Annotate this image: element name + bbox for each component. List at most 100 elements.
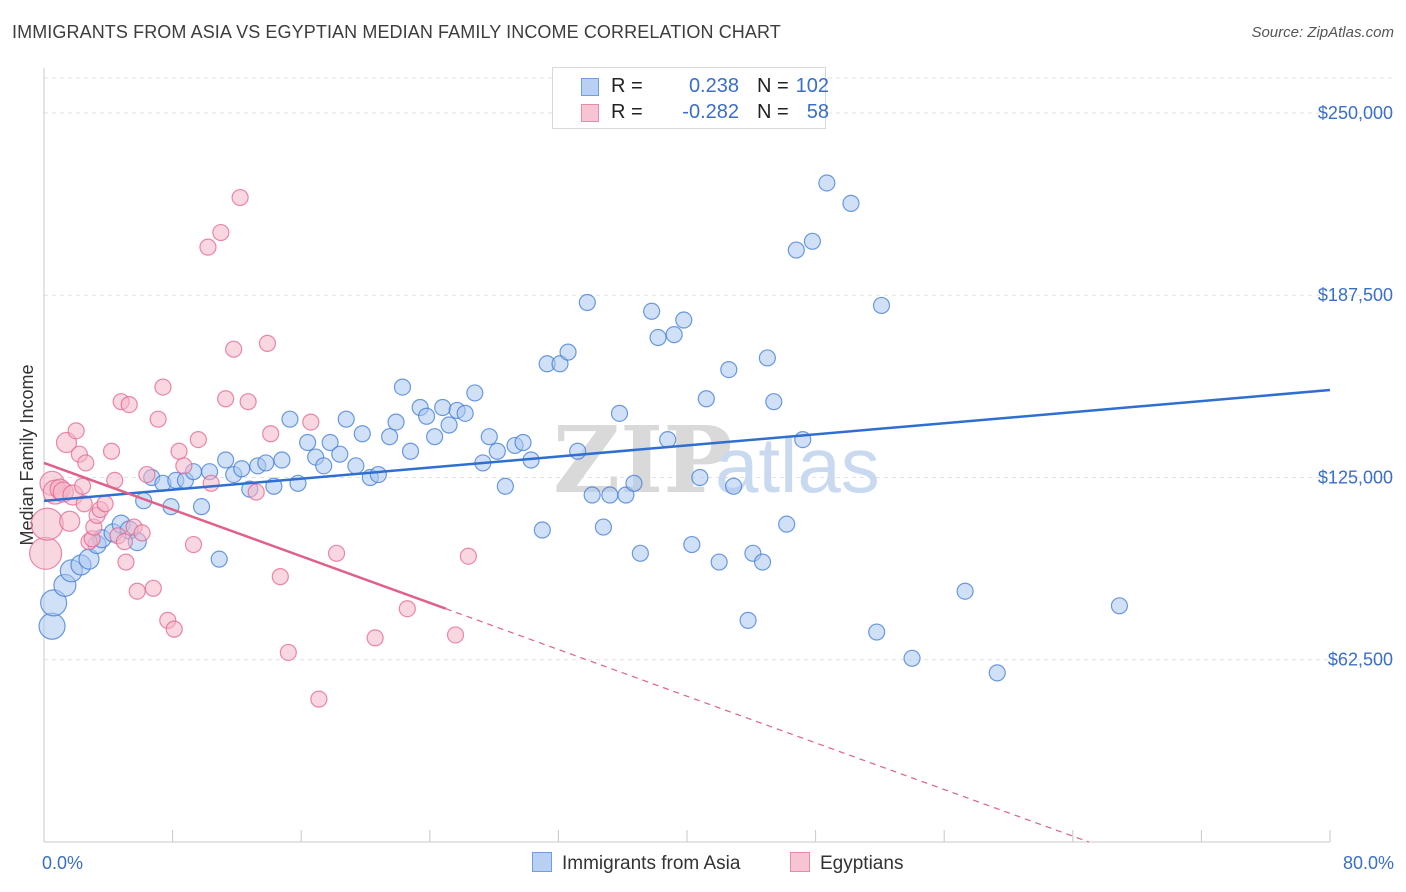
- series-egyptians: [29, 188, 477, 708]
- asia-point: [643, 302, 661, 320]
- bottom-legend-swatch-asia: [532, 852, 552, 872]
- trend-lines: [43, 388, 1331, 843]
- asia-point: [369, 465, 387, 484]
- asia-point: [426, 428, 444, 446]
- asia-point: [803, 232, 821, 250]
- asia-point: [842, 194, 860, 212]
- asia-point: [697, 390, 715, 408]
- x-tick-label-max: 80.0%: [1343, 853, 1394, 873]
- y-tick-label: $125,000: [1318, 467, 1393, 487]
- asia-point: [440, 416, 458, 434]
- asia-point: [551, 355, 569, 373]
- egyptians-point: [459, 547, 477, 565]
- asia-point: [578, 293, 596, 312]
- egyptians-point: [184, 535, 203, 554]
- legend-swatch-asia: [581, 78, 599, 96]
- asia-point: [347, 457, 365, 475]
- x-tick-labels: 0.0% 80.0%: [42, 853, 1394, 873]
- egyptians-point: [366, 629, 384, 647]
- legend-n-label: N =: [757, 101, 789, 123]
- bottom-legend-asia: Immigrants from Asia: [532, 852, 740, 875]
- egyptians-point: [115, 533, 133, 551]
- asia-point: [956, 582, 974, 600]
- asia-point: [331, 445, 349, 463]
- asia-point: [649, 328, 667, 347]
- asia-point: [466, 384, 484, 402]
- asia-point: [665, 326, 683, 344]
- egyptians-point: [175, 457, 193, 475]
- egyptians-point: [199, 238, 217, 256]
- egyptians-point: [128, 582, 146, 600]
- asia-point: [281, 410, 299, 428]
- asia-point: [217, 451, 235, 469]
- egyptians-point: [149, 410, 167, 428]
- trend-line-egyptians: [43, 461, 447, 610]
- x-tick-label-min: 0.0%: [42, 853, 83, 873]
- asia-point: [488, 442, 506, 460]
- egyptians-point: [189, 430, 207, 449]
- egyptians-point: [29, 536, 63, 570]
- asia-point: [583, 486, 601, 504]
- egyptians-point: [165, 620, 183, 638]
- legend-n-value: 102: [795, 75, 829, 97]
- asia-point: [765, 393, 783, 411]
- egyptians-point: [154, 378, 172, 396]
- egyptians-point: [302, 413, 320, 431]
- egyptians-point: [225, 340, 243, 358]
- asia-point: [725, 477, 743, 495]
- chart-title: IMMIGRANTS FROM ASIA VS EGYPTIAN MEDIAN …: [12, 22, 781, 42]
- asia-point: [417, 407, 436, 425]
- egyptians-point: [279, 643, 297, 662]
- legend-r-value: 0.238: [688, 75, 739, 97]
- y-tick-labels: $62,500 $125,000 $187,500 $250,000: [1318, 103, 1393, 670]
- asia-point: [321, 433, 339, 452]
- trend-line-asia: [43, 388, 1331, 503]
- asia-point: [601, 486, 619, 504]
- legend-r-value: -0.282: [682, 101, 739, 123]
- legend-r-label: R =: [611, 75, 643, 97]
- bottom-legend-swatch-egyptians: [790, 852, 810, 872]
- asia-point: [337, 410, 355, 428]
- asia-point: [533, 521, 551, 539]
- egyptians-point: [446, 626, 465, 644]
- bottom-legend-egyptians: Egyptians: [790, 852, 903, 875]
- series-immigrants-from-asia: [38, 174, 1129, 682]
- bottom-legend-label-egyptians: Egyptians: [820, 853, 904, 874]
- asia-point: [594, 518, 613, 536]
- egyptians-point: [217, 390, 235, 408]
- asia-point: [480, 428, 498, 446]
- egyptians-point: [102, 442, 121, 460]
- asia-point: [514, 433, 532, 452]
- asia-point: [868, 623, 886, 641]
- correlation-legend: R = 0.238 N = 102 R = -0.282 N = 58: [552, 67, 829, 129]
- asia-point: [434, 398, 452, 417]
- asia-point: [456, 404, 474, 422]
- asia-point: [787, 241, 805, 259]
- source-label: Source: ZipAtlas.com: [1251, 24, 1394, 41]
- asia-point: [496, 477, 514, 495]
- asia-point: [401, 442, 420, 460]
- asia-point: [40, 589, 68, 617]
- asia-point: [192, 498, 211, 516]
- legend-swatch-egyptians: [581, 104, 599, 122]
- egyptians-point: [138, 465, 156, 484]
- egyptians-point: [75, 495, 93, 513]
- asia-point: [233, 460, 251, 478]
- asia-point: [381, 428, 399, 446]
- asia-point: [299, 433, 317, 452]
- asia-point: [683, 535, 701, 554]
- asia-point: [257, 454, 275, 472]
- egyptians-point: [144, 579, 162, 597]
- egyptians-point: [96, 495, 114, 513]
- egyptians-point: [117, 553, 135, 571]
- egyptians-point: [73, 477, 92, 495]
- egyptians-point: [170, 442, 188, 460]
- egyptians-point: [271, 568, 289, 586]
- egyptians-point: [258, 334, 277, 352]
- legend-n-label: N =: [757, 75, 789, 97]
- egyptians-point: [59, 510, 81, 532]
- asia-point: [675, 311, 693, 329]
- egyptians-point: [133, 524, 151, 542]
- asia-point: [625, 474, 643, 492]
